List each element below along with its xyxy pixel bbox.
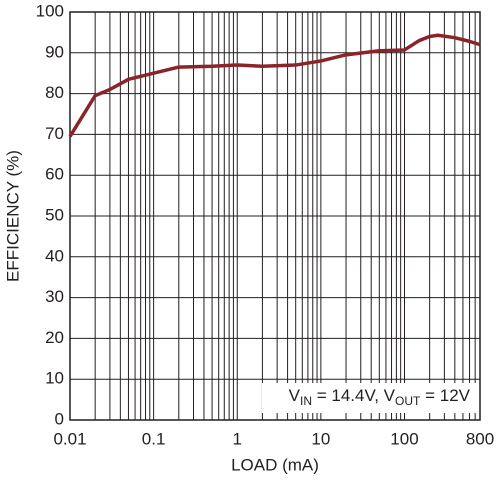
y-tick-label: 100: [36, 1, 64, 20]
y-tick-label: 30: [45, 287, 64, 306]
annotation-text: = 12V: [420, 386, 470, 405]
x-tick-label: 0.1: [142, 429, 166, 448]
x-tick-label: 800: [466, 429, 494, 448]
annotation-text: = 14.4V, V: [312, 386, 396, 405]
y-tick-label: 0: [55, 409, 64, 428]
x-tick-label: 1: [233, 429, 242, 448]
y-tick-label: 70: [45, 124, 64, 143]
annotation-subscript: IN: [300, 394, 312, 408]
y-tick-label: 80: [45, 83, 64, 102]
y-tick-label: 50: [45, 205, 64, 224]
annotation-background: [262, 383, 476, 413]
y-tick-label: 60: [45, 165, 64, 184]
y-tick-label: 20: [45, 328, 64, 347]
efficiency-line: [68, 33, 481, 138]
x-tick-label: 10: [311, 429, 330, 448]
y-tick-label: 10: [45, 369, 64, 388]
plot-frame: [69, 11, 481, 421]
annotation: VIN = 14.4V, VOUT = 12V: [289, 386, 471, 408]
x-tick-label: 0.01: [53, 429, 86, 448]
annotation-text: V: [289, 386, 301, 405]
y-axis-label: EFFICIENCY (%): [3, 150, 22, 282]
y-tick-label: 90: [45, 42, 64, 61]
x-tick-label: 100: [390, 429, 418, 448]
y-tick-label: 40: [45, 246, 64, 265]
x-axis-label: LOAD (mA): [231, 455, 319, 474]
annotation-subscript: OUT: [395, 394, 421, 408]
